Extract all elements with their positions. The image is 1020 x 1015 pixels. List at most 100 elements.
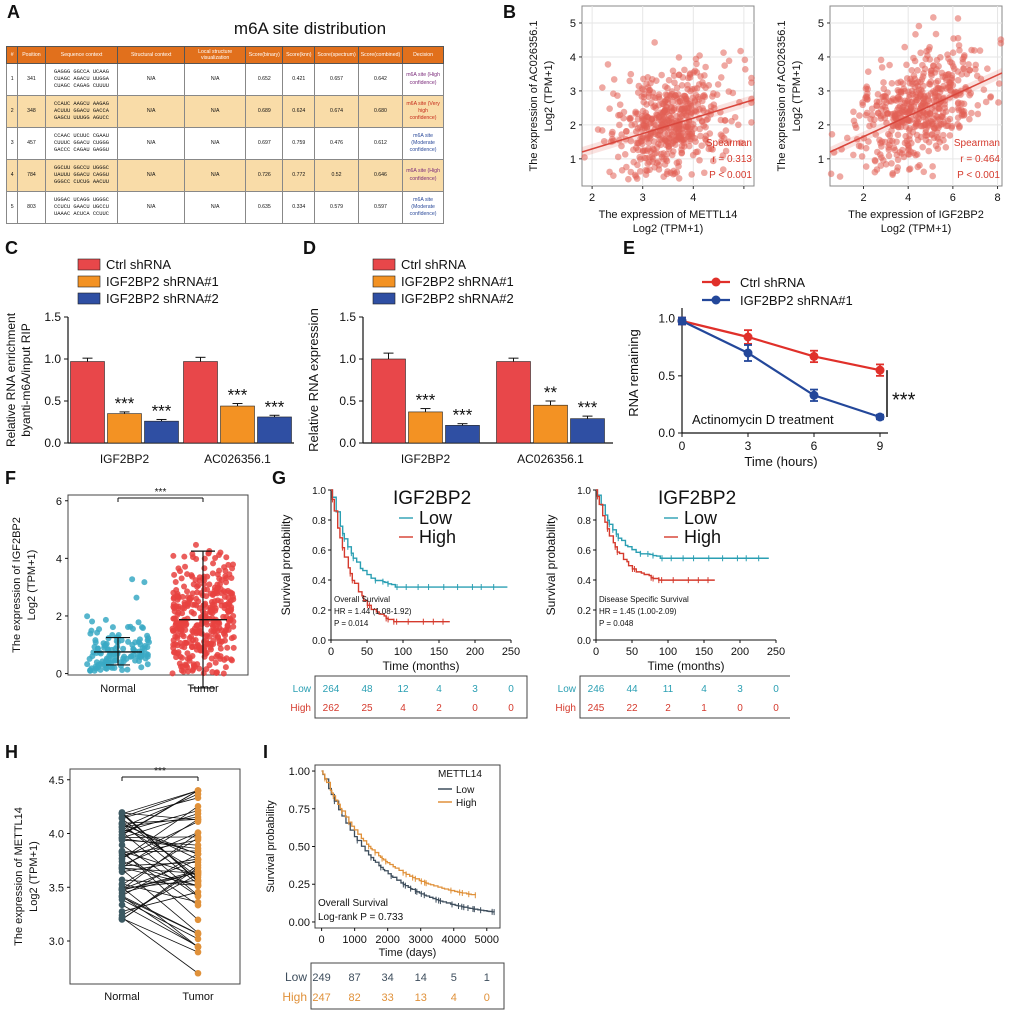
legend-label: High: [419, 527, 456, 547]
scatter-point: [692, 138, 699, 146]
table-cell: 0.642: [357, 63, 404, 96]
data-point-tumor: [194, 969, 202, 977]
km-chart-overall-survival: 0.00.20.40.60.81.00 50 100 150 200 250IGF2BP2…: [279, 486, 528, 719]
data-point: [118, 659, 125, 666]
data-point-tumor: [194, 943, 202, 950]
risk-row-label-high: High: [555, 703, 576, 714]
x-tick-label: 200: [466, 646, 484, 658]
risk-value-high: 0: [508, 703, 514, 714]
scatter-point: [995, 99, 1002, 106]
scatter-point: [636, 153, 643, 161]
x-tick-label: IGF2BP2: [401, 452, 451, 466]
scatter-point: [696, 156, 703, 164]
data-point: [225, 599, 232, 606]
risk-value-high: 2: [436, 703, 442, 714]
data-point: [203, 666, 210, 673]
scatter-point: [668, 131, 676, 139]
data-point: [212, 605, 219, 612]
table-row: 2 348 CCAUC AAGCU AAGAG ACUUU GGACU GACCA …: [5, 95, 444, 128]
table-row: 4 784 GGCUU GGCCU UGGGC UAUUU GGACU CAGGU …: [5, 159, 444, 192]
scatter-point: [678, 82, 686, 89]
scatter-point: [956, 124, 963, 131]
scatter-point: [885, 152, 893, 160]
stat-p: P < 0.001: [709, 170, 752, 181]
risk-value-high: 1: [701, 703, 707, 714]
scatter-point: [911, 83, 919, 91]
data-point: [92, 637, 99, 644]
scatter-point: [945, 55, 952, 62]
significance-label: ***: [155, 487, 167, 498]
paired-line: [121, 873, 199, 916]
data-point: [221, 656, 228, 663]
scatter-point: [934, 145, 942, 152]
data-point: [177, 639, 184, 646]
data-point: [175, 565, 182, 572]
data-point: [180, 633, 187, 640]
scatter-point: [600, 137, 608, 145]
scatter-point: [640, 98, 648, 106]
y-tick-label: 0.4: [577, 576, 591, 587]
data-point: [176, 660, 183, 667]
paired-line: [121, 832, 199, 866]
annotation: HR = 1.45 (1.00-2.09): [599, 607, 677, 616]
scatter-point: [900, 153, 908, 161]
table-cell: 0.635: [245, 191, 284, 224]
data-point: [102, 642, 109, 649]
panel-label-g: G: [272, 468, 287, 488]
data-point-normal: [118, 823, 126, 831]
scatter-point: [609, 135, 616, 143]
panel-label-h: H: [5, 742, 18, 762]
risk-value-high: 33: [382, 992, 394, 1004]
data-point-normal: [118, 809, 126, 817]
x-tick-label: 1000: [342, 934, 366, 946]
data-point-normal: [118, 847, 126, 855]
scatter-point: [599, 84, 606, 91]
plot-frame: [67, 494, 249, 676]
risk-value-high: 0: [472, 703, 478, 714]
y-tick-label: 0.25: [289, 879, 310, 891]
data-point: [94, 629, 101, 636]
data-point: [172, 578, 179, 585]
scatter-point: [897, 78, 904, 86]
risk-value-high: 0: [773, 703, 779, 714]
data-point: [135, 653, 142, 660]
scatter-point: [925, 80, 933, 88]
y-tick-label: 0.0: [658, 426, 675, 440]
risk-value-low: 264: [323, 684, 340, 695]
risk-value-low: 4: [701, 684, 707, 695]
data-point: [136, 658, 143, 665]
data-point: [228, 635, 235, 642]
table-cell: 0.689: [245, 95, 284, 128]
scatter-point: [968, 46, 975, 54]
scatter-point: [651, 150, 658, 157]
scatter-point: [651, 94, 659, 102]
risk-value-low: 4: [436, 684, 442, 695]
scatter-point: [678, 149, 685, 157]
x-tick-label: 150: [430, 646, 448, 658]
scatter-point: [688, 86, 696, 93]
risk-value-high: 13: [415, 992, 427, 1004]
scatter-point: [703, 116, 710, 124]
x-axis-label-unit: Log2 (TPM+1): [633, 223, 704, 235]
scatter-point: [719, 152, 727, 159]
data-point: [184, 588, 191, 595]
data-point-normal: [118, 880, 126, 888]
table-cell: UGGAC UCAGG UGGGC CCUCU GAACU UGCCU UAAA…: [44, 191, 119, 224]
scatter-point: [880, 93, 887, 100]
legend-swatch: [372, 275, 396, 288]
scatter-point: [965, 61, 972, 68]
panel-label-b: B: [503, 2, 516, 22]
y-tick-label: 3.5: [49, 882, 64, 894]
risk-table-frame: [310, 962, 505, 1010]
scatter-point: [661, 137, 669, 144]
y-tick-label: 1.0: [577, 486, 591, 497]
data-point: [208, 655, 215, 662]
risk-value-low: 12: [397, 684, 409, 695]
scatter-point: [668, 151, 676, 159]
data-point: [875, 365, 885, 375]
scatter-point: [638, 93, 646, 100]
scatter-point: [932, 30, 940, 38]
scatter-point: [858, 153, 866, 160]
scatter-point: [960, 65, 967, 72]
scatter-point: [645, 145, 652, 153]
